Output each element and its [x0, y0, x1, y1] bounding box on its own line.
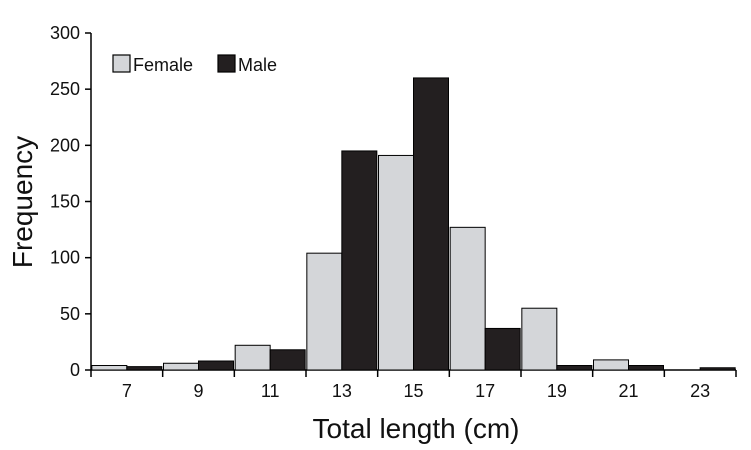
- x-axis-title: Total length (cm): [313, 413, 520, 444]
- bar-male-23: [699, 367, 736, 371]
- x-axis: 7 9 11 13 15 17 19 21 23: [90, 369, 737, 401]
- y-tick-label: 150: [50, 192, 80, 212]
- y-axis-title: Frequency: [7, 136, 38, 268]
- legend-label-male: Male: [238, 55, 277, 75]
- y-tick-label: 300: [50, 23, 80, 43]
- x-tick-label: 23: [690, 381, 710, 401]
- bar-female-15: [378, 154, 414, 371]
- bar-male-9: [198, 360, 234, 371]
- bar-male-19: [556, 365, 593, 371]
- y-tick-label: 0: [70, 360, 80, 380]
- x-tick-label: 13: [332, 381, 352, 401]
- bar-female-19: [521, 307, 558, 371]
- legend: Female Male: [112, 54, 277, 75]
- x-tick-label: 11: [261, 381, 280, 401]
- bar-female-9: [163, 362, 199, 371]
- y-tick-label: 250: [50, 79, 80, 99]
- x-tick-label: 7: [122, 381, 132, 401]
- x-tick-label: 19: [547, 381, 567, 401]
- y-tick-label: 200: [50, 135, 80, 155]
- legend-label-female: Female: [133, 55, 193, 75]
- bar-male-21: [628, 365, 664, 371]
- bar-male-7: [126, 366, 163, 371]
- x-tick-label: 21: [618, 381, 638, 401]
- bars: [91, 77, 736, 371]
- bar-female-21: [593, 359, 629, 371]
- x-tick-label: 15: [403, 381, 423, 401]
- bar-female-7: [91, 365, 128, 371]
- bar-male-11: [269, 349, 306, 371]
- y-tick-label: 100: [50, 248, 80, 268]
- bar-female-17: [449, 226, 486, 371]
- bar-female-13: [306, 252, 343, 371]
- y-tick-label: 50: [60, 304, 80, 324]
- x-tick-label: 17: [475, 381, 495, 401]
- bar-male-13: [341, 150, 378, 371]
- legend-swatch-female: [112, 54, 131, 73]
- x-tick-label: 9: [193, 381, 203, 401]
- legend-swatch-male: [217, 54, 236, 73]
- bar-male-17: [484, 327, 521, 371]
- bar-female-11: [234, 344, 271, 371]
- y-axis: 0 50 100 150 200 250 300: [50, 23, 92, 380]
- bar-male-15: [413, 77, 449, 371]
